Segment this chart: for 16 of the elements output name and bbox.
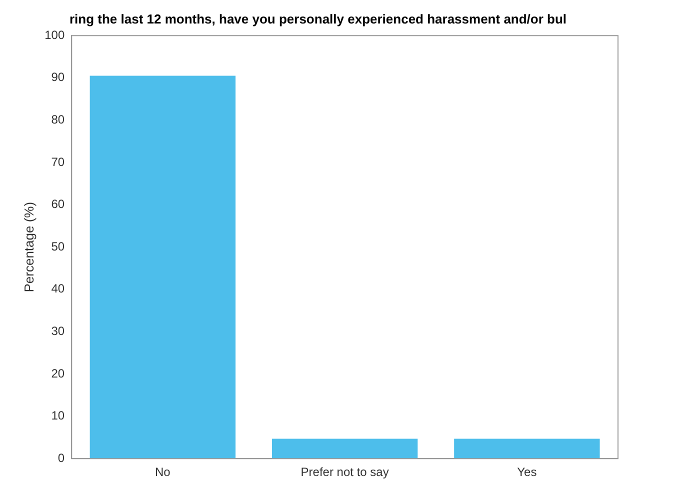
- x-tick-label: Yes: [517, 465, 537, 480]
- y-tick-label: 100: [44, 28, 65, 42]
- y-tick-label: 10: [51, 408, 65, 423]
- y-tick-label: 20: [51, 366, 65, 380]
- chart-title: ring the last 12 months, have you personally experienced harassment and/or bul: [69, 11, 567, 26]
- y-tick-label: 0: [58, 450, 65, 465]
- y-tick-label: 50: [51, 239, 65, 254]
- x-tick-label: Prefer not to say: [300, 465, 389, 480]
- y-axis-title: Percentage (%): [21, 202, 36, 292]
- y-tick-label: 30: [51, 324, 65, 338]
- y-tick-label: 90: [51, 70, 65, 84]
- y-tick-label: 80: [51, 112, 65, 127]
- y-tick-label: 70: [51, 154, 65, 169]
- y-tick-label: 40: [51, 282, 65, 296]
- y-tick-label: 60: [51, 197, 65, 212]
- x-tick-label: No: [155, 465, 171, 480]
